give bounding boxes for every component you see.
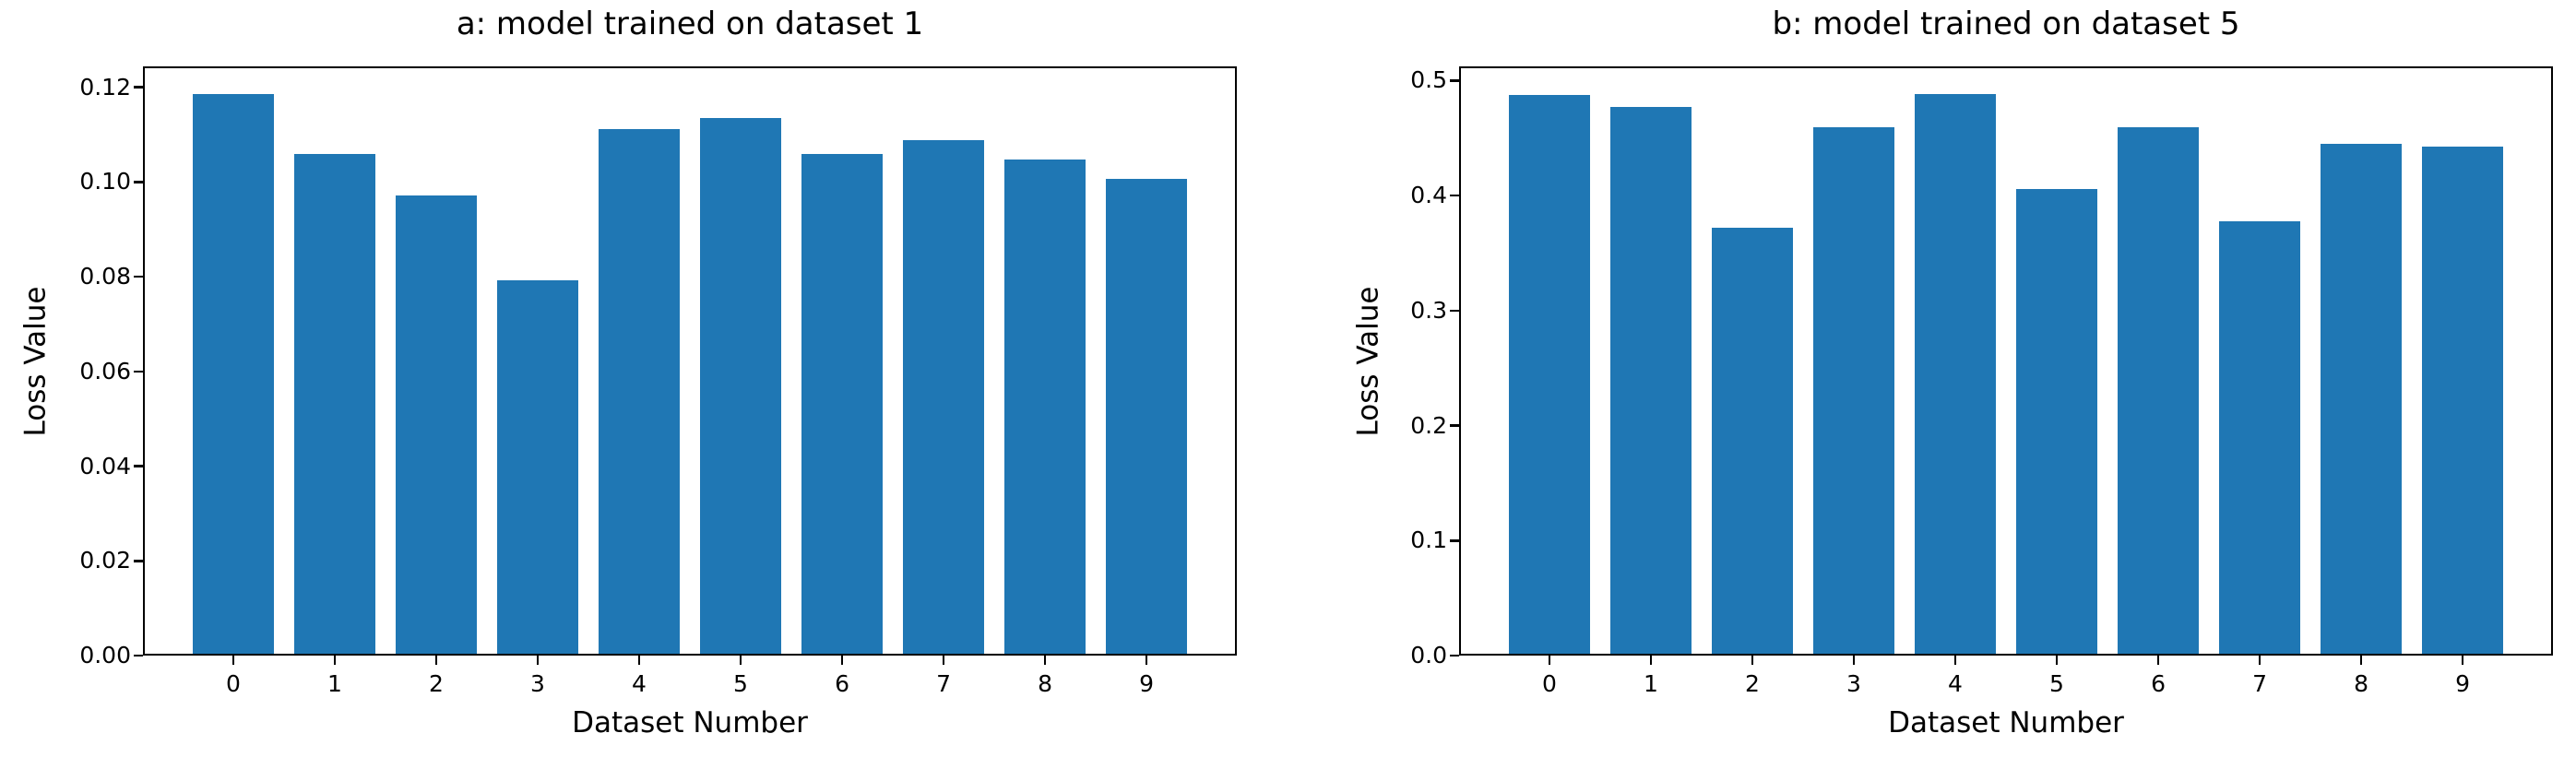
chart-b-title: b: model trained on dataset 5 bbox=[1772, 6, 2240, 42]
x-tick bbox=[1649, 656, 1653, 665]
y-tick bbox=[1450, 309, 1459, 313]
y-tick-label: 0.10 bbox=[79, 168, 131, 195]
x-tick-label: 0 bbox=[1541, 670, 1557, 697]
x-tick bbox=[1751, 656, 1754, 665]
x-tick bbox=[637, 656, 641, 665]
bar-0 bbox=[1508, 95, 1590, 656]
bar-4 bbox=[598, 128, 680, 656]
bar-3 bbox=[1812, 126, 1894, 656]
y-tick bbox=[1450, 194, 1459, 197]
bar-1 bbox=[293, 153, 375, 656]
bar-7 bbox=[903, 140, 985, 656]
chart-a-title: a: model trained on dataset 1 bbox=[456, 6, 924, 42]
x-tick-label: 2 bbox=[1745, 670, 1760, 697]
x-tick-label: 6 bbox=[835, 670, 849, 697]
x-tick bbox=[333, 656, 337, 665]
x-tick bbox=[1852, 656, 1856, 665]
y-tick-label: 0.02 bbox=[79, 547, 131, 574]
bar-8 bbox=[1004, 159, 1086, 656]
x-tick-label: 6 bbox=[2151, 670, 2166, 697]
bar-9 bbox=[1106, 178, 1188, 656]
x-tick bbox=[942, 656, 945, 665]
x-tick bbox=[2055, 656, 2059, 665]
x-tick-label: 5 bbox=[733, 670, 748, 697]
y-tick bbox=[134, 275, 143, 278]
x-tick bbox=[2461, 656, 2464, 665]
x-tick-label: 3 bbox=[530, 670, 545, 697]
x-tick-label: 1 bbox=[1643, 670, 1658, 697]
chart-a-plot-area bbox=[143, 66, 1237, 656]
x-tick-label: 8 bbox=[2354, 670, 2369, 697]
y-tick bbox=[1450, 79, 1459, 82]
y-tick-label: 0.04 bbox=[79, 452, 131, 479]
y-tick-label: 0.2 bbox=[1410, 411, 1447, 439]
bar-3 bbox=[496, 279, 578, 656]
y-tick bbox=[1450, 424, 1459, 427]
x-tick bbox=[1548, 656, 1551, 665]
x-tick-label: 9 bbox=[2455, 670, 2471, 697]
chart-b-plot-area bbox=[1459, 66, 2553, 656]
x-tick bbox=[1953, 656, 1957, 665]
x-tick bbox=[536, 656, 540, 665]
y-tick-label: 0.12 bbox=[79, 73, 131, 101]
bar-8 bbox=[2321, 144, 2403, 656]
chart-a-x-axis-label: Dataset Number bbox=[572, 706, 808, 739]
x-tick bbox=[434, 656, 438, 665]
y-tick-label: 0.4 bbox=[1410, 182, 1447, 209]
bar-5 bbox=[700, 117, 781, 656]
bar-6 bbox=[2118, 126, 2200, 656]
x-tick bbox=[2359, 656, 2363, 665]
x-tick bbox=[1043, 656, 1047, 665]
y-tick bbox=[134, 181, 143, 183]
x-tick bbox=[1145, 656, 1148, 665]
y-tick-label: 0.5 bbox=[1410, 66, 1447, 94]
y-tick bbox=[134, 654, 143, 657]
x-tick bbox=[739, 656, 742, 665]
x-tick bbox=[2258, 656, 2261, 665]
y-tick-label: 0.0 bbox=[1410, 642, 1447, 668]
y-tick bbox=[1450, 539, 1459, 542]
x-tick-label: 4 bbox=[632, 670, 647, 697]
x-tick-label: 2 bbox=[429, 670, 444, 697]
bar-9 bbox=[2422, 146, 2504, 656]
x-tick bbox=[2156, 656, 2160, 665]
chart-b-y-axis-label: Loss Value bbox=[1351, 286, 1384, 436]
x-tick bbox=[231, 656, 235, 665]
x-tick-label: 1 bbox=[326, 670, 342, 697]
x-tick bbox=[840, 656, 844, 665]
x-tick-label: 3 bbox=[1846, 670, 1861, 697]
bar-2 bbox=[395, 195, 477, 656]
x-tick-label: 4 bbox=[1948, 670, 1963, 697]
y-tick-label: 0.00 bbox=[79, 642, 131, 668]
bar-6 bbox=[801, 153, 884, 656]
y-tick-label: 0.08 bbox=[79, 263, 131, 290]
bar-0 bbox=[192, 94, 274, 656]
x-tick-label: 0 bbox=[225, 670, 241, 697]
y-tick-label: 0.06 bbox=[79, 357, 131, 384]
y-tick bbox=[134, 86, 143, 89]
bar-2 bbox=[1711, 228, 1793, 656]
bar-4 bbox=[1914, 94, 1996, 656]
y-tick bbox=[134, 370, 143, 373]
bar-1 bbox=[1609, 106, 1692, 656]
bar-5 bbox=[2016, 188, 2097, 656]
bar-7 bbox=[2219, 221, 2301, 656]
x-tick-label: 5 bbox=[2049, 670, 2064, 697]
x-tick-label: 9 bbox=[1139, 670, 1155, 697]
y-tick-label: 0.3 bbox=[1410, 296, 1447, 324]
y-tick bbox=[1450, 654, 1459, 657]
y-tick-label: 0.1 bbox=[1410, 526, 1447, 554]
x-tick-label: 8 bbox=[1038, 670, 1053, 697]
chart-b-x-axis-label: Dataset Number bbox=[1888, 706, 2124, 739]
x-tick-label: 7 bbox=[2252, 670, 2267, 697]
y-tick bbox=[134, 560, 143, 562]
y-tick bbox=[134, 465, 143, 467]
x-tick-label: 7 bbox=[936, 670, 951, 697]
